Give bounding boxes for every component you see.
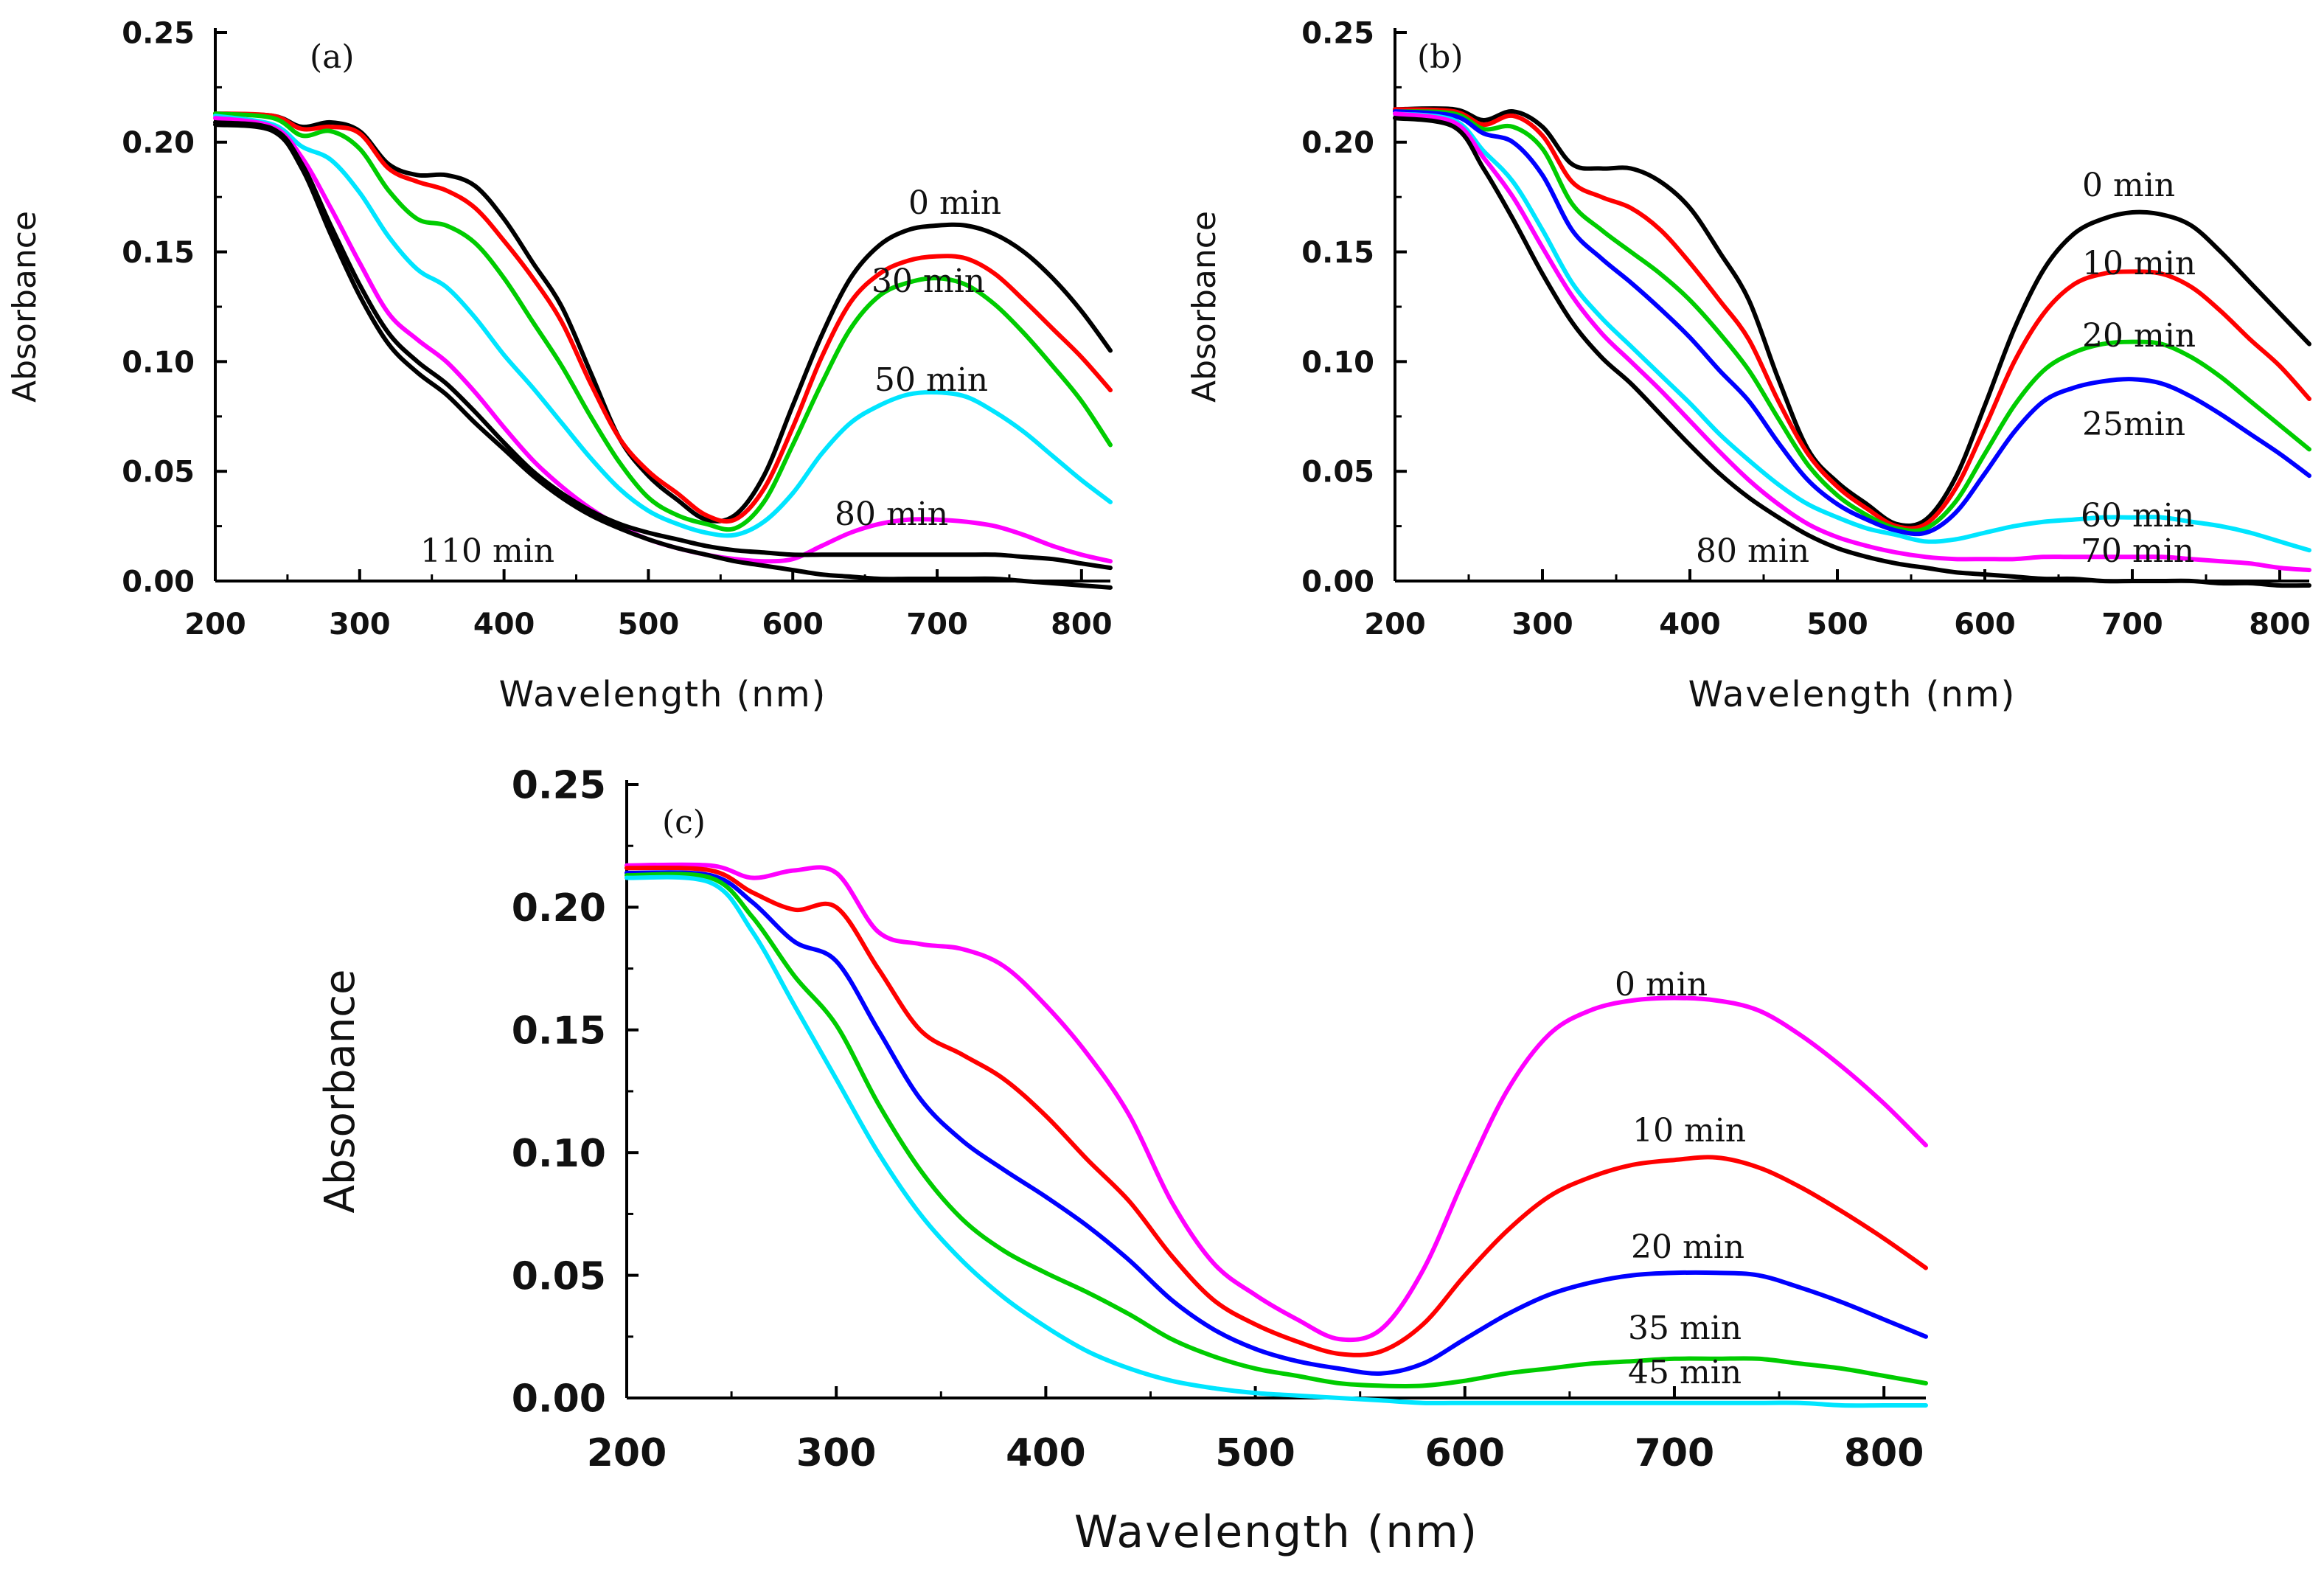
curve-label: 50 min [874, 361, 988, 399]
curve-label: 35 min [1628, 1310, 1742, 1347]
panel-b: 200 300 400 500 600 700 800 0.00 0.05 0.10 0.15 0.2… [1186, 16, 2311, 715]
x-tick-label: 500 [618, 608, 680, 641]
x-tick-label: 400 [1006, 1431, 1086, 1475]
y-tick-label: 0.10 [512, 1132, 606, 1176]
x-tick-label: 400 [473, 608, 535, 641]
x-axis-title: Wavelength (nm) [1074, 1506, 1478, 1558]
y-axis-title: Absorbance [6, 211, 44, 403]
y-tick-label: 0.20 [512, 886, 606, 931]
y-tick-label: 0.10 [122, 346, 195, 380]
curve-label: 45 min [1628, 1354, 1742, 1391]
curve-label: 60 min [2081, 497, 2194, 535]
series-line-1 [625, 862, 1928, 1343]
x-tick-label: 600 [1954, 608, 2016, 641]
y-tick-label: 0.20 [122, 126, 195, 160]
curve-label: 0 min [908, 184, 1001, 222]
series-line-3 [1393, 109, 2311, 533]
x-tick-label: 600 [1425, 1431, 1506, 1475]
series-line-5 [1393, 111, 2311, 553]
curve-label: 25min [2082, 406, 2185, 443]
y-tick-label: 0.00 [512, 1377, 606, 1422]
curve-label: 20 min [2082, 317, 2196, 355]
x-tick-label: 200 [184, 608, 246, 641]
x-tick-label: 700 [1635, 1431, 1715, 1475]
x-tick-label: 600 [762, 608, 824, 641]
x-tick-label: 800 [2249, 608, 2311, 641]
curve-label: 0 min [2082, 167, 2175, 204]
curve-label: 10 min [2082, 245, 2196, 282]
series-line-6 [213, 120, 1113, 571]
x-tick-label: 800 [1844, 1431, 1924, 1475]
curve-label: 20 min [1631, 1228, 1744, 1266]
y-tick-label: 0.25 [512, 764, 606, 808]
y-tick-label: 0.00 [122, 565, 195, 599]
series-line-1 [1393, 106, 2311, 529]
series-line-6 [1393, 111, 2311, 573]
y-tick-label: 0.05 [512, 1254, 606, 1298]
panel-label: (b) [1417, 38, 1464, 76]
y-tick-label: 0.15 [122, 236, 195, 270]
series-line-4 [213, 114, 1113, 538]
series-line-2 [1393, 107, 2311, 531]
x-tick-label: 500 [1806, 608, 1868, 641]
curve-label: 110 min [420, 532, 554, 570]
x-tick-label: 200 [587, 1431, 667, 1475]
series-line-2 [625, 865, 1928, 1357]
y-tick-label: 0.05 [1301, 456, 1374, 490]
y-tick-label: 0.05 [122, 456, 195, 490]
panel-label: (c) [662, 804, 706, 841]
y-tick-label: 0.15 [512, 1009, 606, 1054]
panel-a: 200 300 400 500 600 700 800 0.00 0.05 0.10 0.15 0.2… [6, 16, 1113, 715]
x-tick-label: 300 [1511, 608, 1573, 641]
series-line-1 [213, 111, 1113, 524]
x-axis-title: Wavelength (nm) [1688, 674, 2017, 715]
series-line-7 [213, 122, 1113, 590]
curve-label: 10 min [1632, 1112, 1746, 1150]
series-line-5 [625, 874, 1928, 1408]
x-tick-label: 500 [1215, 1431, 1295, 1475]
x-tick-label: 800 [1051, 608, 1113, 641]
x-tick-label: 300 [796, 1431, 877, 1475]
series-line-3 [625, 870, 1928, 1376]
curve-label: 80 min [835, 495, 948, 533]
panel-c: 200 300 400 500 600 700 800 0.00 0.05 0.10 0.15 0.2… [316, 764, 1928, 1558]
series-line-4 [1393, 109, 2311, 537]
curve-label: 80 min [1696, 532, 1809, 570]
series-line-2 [213, 111, 1113, 524]
x-axis-title: Wavelength (nm) [499, 674, 827, 715]
y-tick-label: 0.25 [122, 16, 195, 50]
y-tick-label: 0.10 [1301, 346, 1374, 380]
curve-label: 0 min [1615, 966, 1708, 1004]
y-tick-label: 0.20 [1301, 126, 1374, 160]
y-axis-title: Absorbance [1186, 211, 1223, 403]
y-tick-label: 0.00 [1301, 565, 1374, 599]
curve-label: 30 min [872, 262, 985, 300]
curve-label: 70 min [2081, 532, 2194, 570]
x-tick-label: 700 [906, 608, 968, 641]
y-axis-title: Absorbance [316, 970, 364, 1214]
series-line-7 [1393, 116, 2311, 588]
y-tick-label: 0.25 [1301, 16, 1374, 50]
series-line-4 [625, 872, 1928, 1389]
x-tick-label: 200 [1364, 608, 1426, 641]
x-tick-label: 400 [1659, 608, 1721, 641]
panel-label: (a) [310, 38, 355, 76]
series-line-3 [213, 111, 1113, 532]
x-tick-label: 300 [329, 608, 391, 641]
x-tick-label: 700 [2101, 608, 2163, 641]
y-tick-label: 0.15 [1301, 236, 1374, 270]
